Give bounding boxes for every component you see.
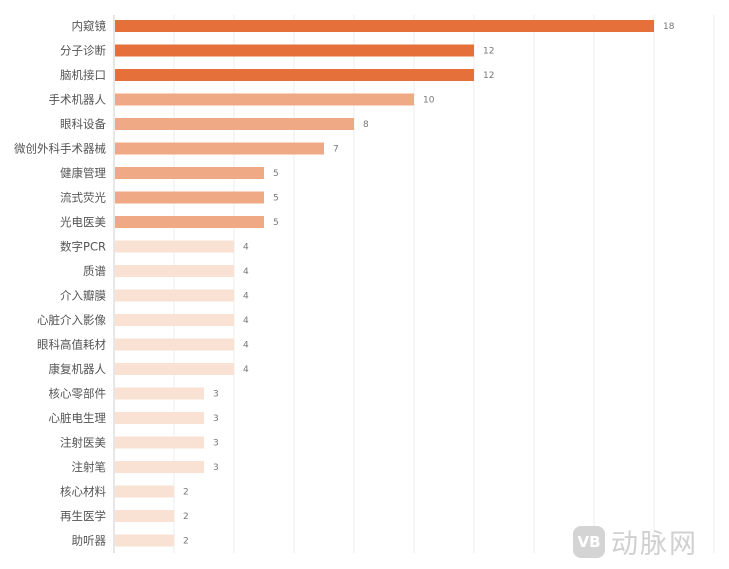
category-label: 脑机接口 (60, 68, 106, 82)
bar (115, 387, 204, 400)
category-label: 微创外科手术器械 (14, 142, 106, 156)
bar (115, 69, 474, 81)
data-label: 2 (183, 537, 189, 547)
data-label: 3 (213, 439, 219, 449)
category-label: 助听器 (72, 534, 107, 548)
data-label: 12 (483, 47, 494, 57)
bar (115, 485, 174, 498)
logo-icon: VB (573, 525, 605, 558)
bar (115, 338, 234, 351)
category-label: 康复机器人 (49, 362, 107, 376)
category-label: 眼科高值耗材 (37, 338, 106, 352)
category-label: 流式荧光 (60, 191, 106, 205)
data-label: 4 (243, 243, 249, 253)
bar (115, 436, 204, 449)
bar (115, 289, 234, 302)
data-label: 8 (363, 120, 369, 130)
category-label: 数字PCR (60, 240, 106, 254)
bar (115, 265, 234, 277)
category-label: 核心零部件 (49, 387, 107, 401)
data-label: 10 (423, 96, 435, 106)
bar (115, 534, 174, 547)
data-label: 12 (483, 71, 494, 81)
bar (115, 510, 174, 522)
category-label: 再生医学 (60, 509, 106, 523)
category-label: 注射医美 (60, 436, 106, 450)
category-label: 介入瓣膜 (60, 289, 106, 303)
data-label: 5 (273, 194, 279, 204)
bar (115, 191, 264, 204)
bar (115, 461, 204, 473)
data-label: 4 (243, 316, 249, 326)
bar (115, 216, 264, 228)
bar (115, 142, 324, 155)
watermark-logo: VB 动脉网 (573, 522, 698, 561)
data-label: 3 (213, 463, 219, 473)
data-label: 4 (243, 365, 249, 375)
data-label: 3 (213, 414, 219, 424)
bar (115, 44, 474, 57)
logo-text: 动脉网 (611, 529, 698, 560)
category-label: 心脏电生理 (49, 411, 107, 425)
data-label: 3 (213, 390, 219, 400)
category-label: 光电医美 (60, 215, 106, 229)
data-label: 5 (273, 169, 279, 179)
category-label: 心脏介入影像 (37, 313, 106, 327)
category-label: 眼科设备 (60, 117, 106, 131)
bar (115, 20, 654, 32)
data-label: 2 (183, 488, 189, 498)
bar (115, 412, 204, 424)
category-label: 注射笔 (72, 460, 107, 474)
category-label: 手术机器人 (49, 93, 107, 107)
category-label: 健康管理 (60, 166, 106, 180)
bar (115, 314, 234, 326)
data-label: 4 (243, 341, 249, 351)
data-label: 5 (273, 218, 279, 228)
data-label: 2 (183, 512, 189, 522)
data-label: 4 (243, 292, 249, 302)
category-label: 分子诊断 (60, 44, 106, 58)
category-label: 质谱 (83, 264, 106, 278)
category-label: 核心材料 (60, 485, 106, 499)
category-label: 内窥镜 (72, 19, 107, 33)
bar (115, 240, 234, 253)
bar (115, 118, 354, 130)
data-label: 18 (663, 22, 675, 32)
bar (115, 363, 234, 375)
bar (115, 167, 264, 179)
data-label: 7 (333, 145, 339, 155)
bar (115, 93, 414, 106)
data-label: 4 (243, 267, 249, 277)
